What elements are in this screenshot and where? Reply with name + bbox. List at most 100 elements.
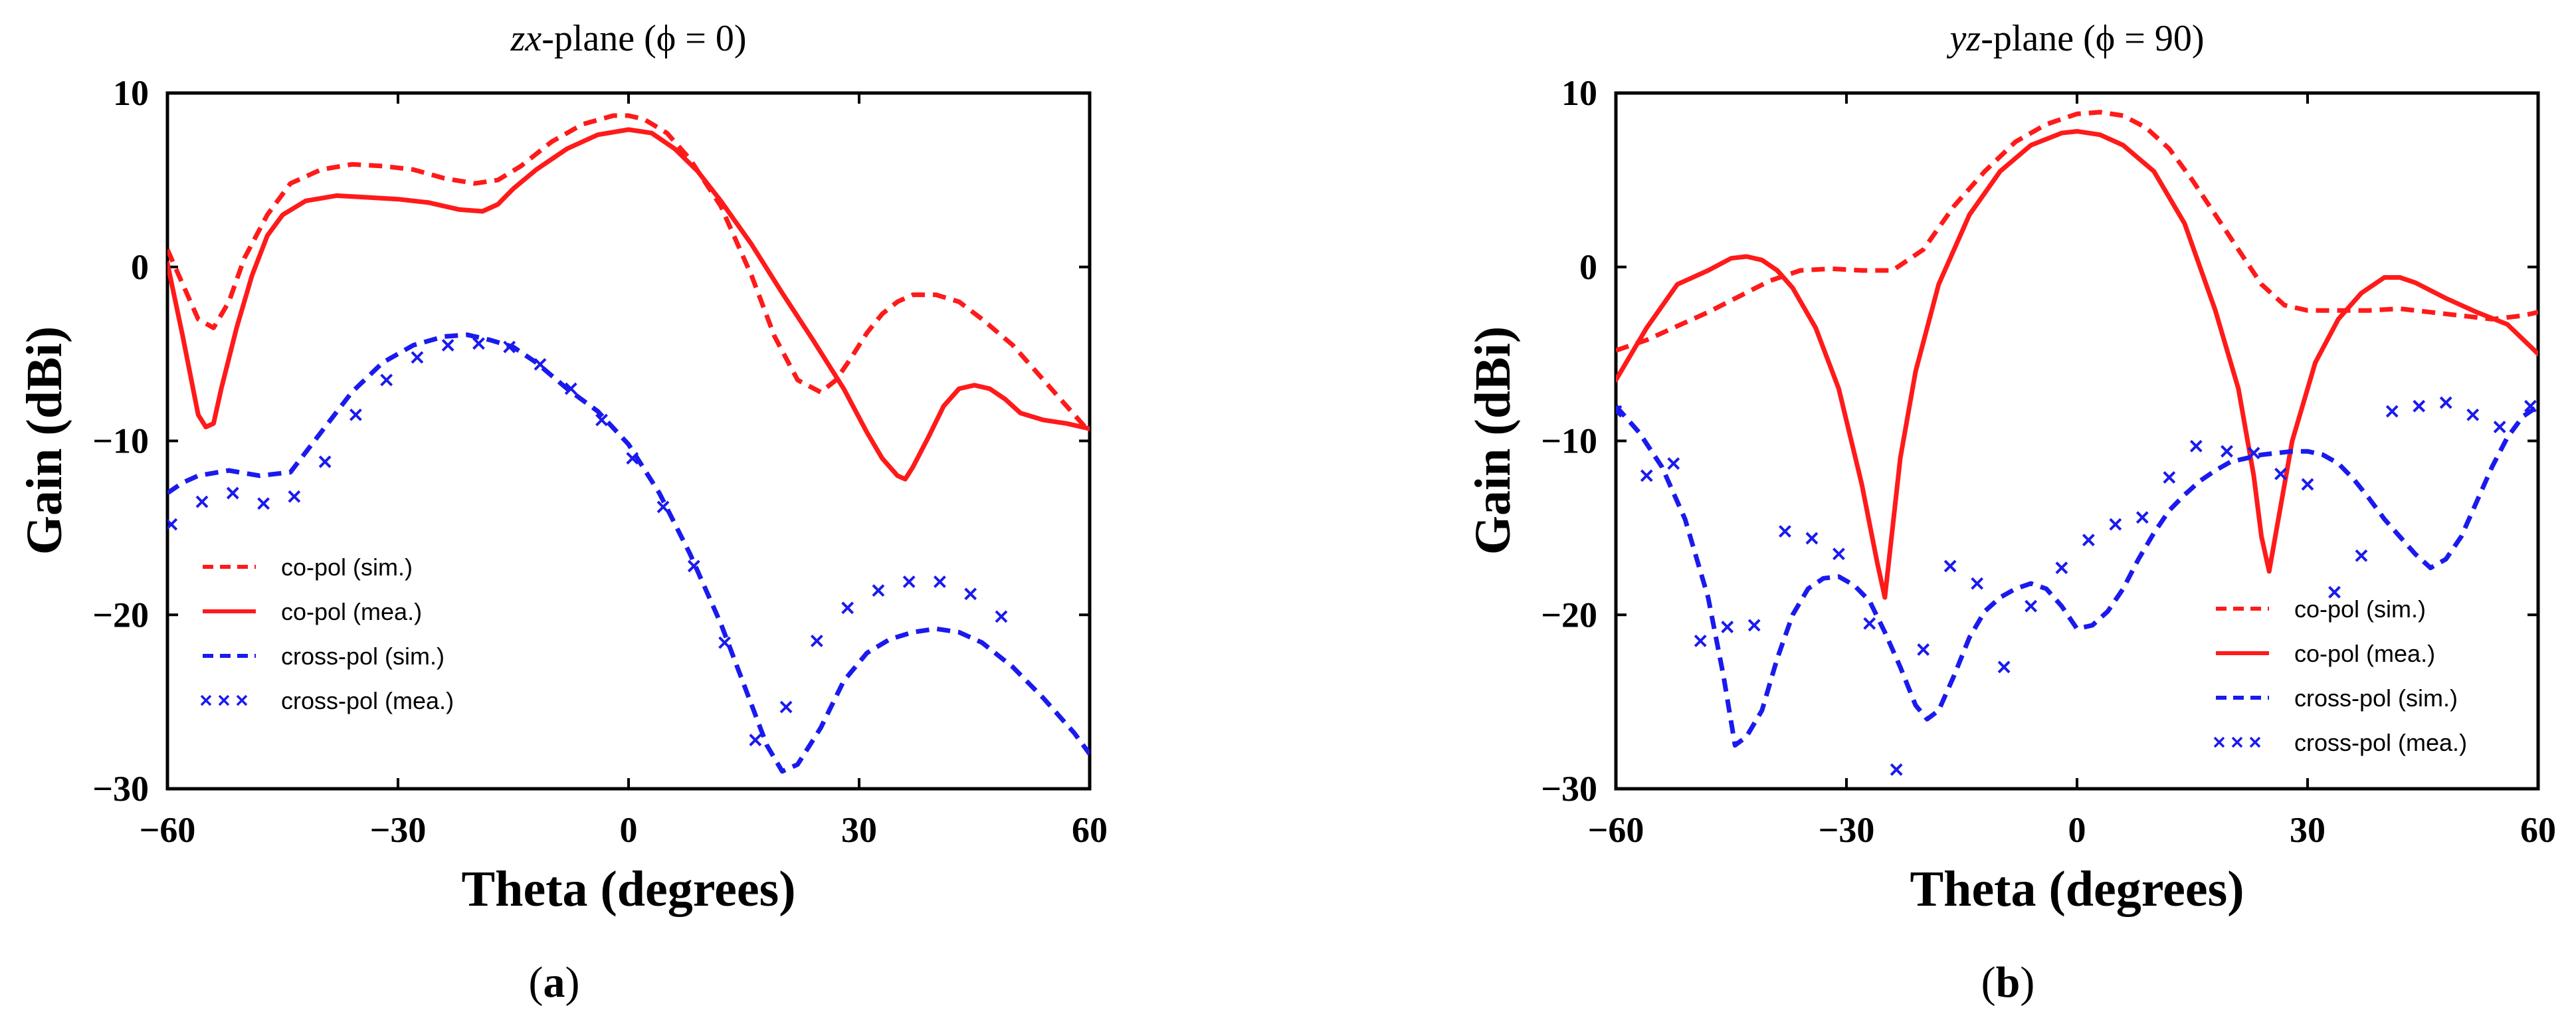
marker-point-cross-pol-mea bbox=[656, 500, 670, 514]
marker-point-cross-pol-mea bbox=[2493, 421, 2506, 433]
marker-point-cross-pol-mea bbox=[1721, 621, 1734, 633]
marker-point-cross-pol-mea bbox=[318, 455, 332, 468]
marker-point-cross-pol-mea bbox=[872, 584, 885, 597]
marker-point-cross-pol-mea bbox=[1694, 635, 1707, 647]
marker-point-cross-pol-mea bbox=[934, 575, 946, 588]
legend-swatch-cross-pol-mea-b bbox=[2249, 736, 2261, 748]
legend-swatch-cross-pol-mea-b bbox=[2231, 736, 2243, 748]
chart-title-a: zx-plane (ϕ = 0) bbox=[510, 18, 747, 59]
marker-point-cross-pol-mea bbox=[2109, 518, 2122, 531]
y-tick-label-a: −20 bbox=[92, 595, 149, 635]
x-tick-label-b: 0 bbox=[2068, 810, 2086, 850]
marker-point-cross-pol-mea bbox=[1616, 405, 1623, 418]
plot-frame-a bbox=[165, 91, 1092, 791]
chart-title-b-italic: yz bbox=[1947, 18, 1981, 59]
legend-label-cross-pol-mea-b: cross-pol (mea.) bbox=[2294, 729, 2467, 756]
marker-point-cross-pol-mea bbox=[2301, 478, 2314, 491]
marker-point-cross-pol-mea bbox=[2135, 511, 2149, 524]
marker-point-cross-pol-mea bbox=[687, 560, 700, 573]
x-tick-label-a: 60 bbox=[1072, 810, 1108, 850]
x-tick-label-b: 30 bbox=[2290, 810, 2326, 850]
y-tick-label-b: −30 bbox=[1541, 769, 1597, 809]
y-axis-label-a: Gain (dBi) bbox=[17, 326, 72, 555]
panel-caption-b: (b) bbox=[1981, 958, 2035, 1007]
axis-ticks-a bbox=[166, 92, 1091, 790]
marker-point-cross-pol-mea bbox=[2328, 585, 2341, 599]
marker-point-cross-pol-mea bbox=[1640, 469, 1653, 482]
series-b bbox=[1616, 110, 2538, 776]
legend-label-cross-pol-sim-a: cross-pol (sim.) bbox=[281, 643, 445, 670]
legend-swatch-cross-pol-mea-b bbox=[2213, 736, 2225, 748]
marker-point-cross-pol-mea bbox=[841, 601, 854, 615]
marker-point-cross-pol-mea bbox=[1863, 617, 1876, 630]
marker-point-cross-pol-mea bbox=[226, 486, 239, 500]
marker-point-cross-pol-mea bbox=[2247, 447, 2260, 460]
marker-point-cross-pol-mea bbox=[2189, 439, 2203, 453]
y-tick-label-b: 10 bbox=[1561, 73, 1597, 113]
legend-label-co-pol-sim-b: co-pol (sim.) bbox=[2294, 595, 2426, 623]
x-tick-label-a: 0 bbox=[620, 810, 638, 850]
y-tick-label-b: −20 bbox=[1541, 595, 1597, 635]
marker-point-cross-pol-mea bbox=[1779, 525, 1791, 538]
series-line-co-pol-sim-a bbox=[167, 113, 1090, 434]
legend-swatch-cross-pol-mea-a bbox=[236, 694, 248, 706]
marker-point-cross-pol-mea bbox=[1805, 532, 1819, 545]
marker-point-cross-pol-mea bbox=[2413, 399, 2426, 413]
marker-point-cross-pol-mea bbox=[626, 452, 639, 465]
marker-point-cross-pol-mea bbox=[749, 734, 762, 747]
marker-point-cross-pol-mea bbox=[2385, 405, 2399, 418]
marker-point-cross-pol-mea bbox=[810, 635, 823, 647]
legend-label-co-pol-mea-b: co-pol (mea.) bbox=[2294, 640, 2435, 667]
series-line-co-pol-mea-a bbox=[167, 127, 1090, 482]
y-tick-label-a: 10 bbox=[113, 73, 149, 113]
marker-point-cross-pol-mea bbox=[195, 495, 209, 508]
chart-title-a-italic: zx bbox=[510, 18, 542, 59]
panel-caption-a: (a) bbox=[529, 958, 580, 1007]
marker-point-cross-pol-mea bbox=[2221, 445, 2233, 458]
marker-point-cross-pol-mea bbox=[288, 490, 301, 503]
x-tick-label-b: 60 bbox=[2520, 810, 2556, 850]
marker-point-cross-pol-mea bbox=[1667, 457, 1680, 470]
marker-point-cross-pol-mea bbox=[2466, 408, 2480, 421]
marker-point-cross-pol-mea bbox=[2082, 534, 2095, 547]
legend-a: co-pol (sim.) co-pol (mea.) cross-pol (sim… bbox=[200, 554, 454, 714]
chart-panel-b: yz-plane (ϕ = 90) −60 −30 0 30 60100−10−20−3… bbox=[1465, 18, 2556, 1007]
y-tick-label-a: 0 bbox=[131, 247, 149, 287]
series-line-co-pol-mea-b bbox=[1616, 129, 2538, 600]
x-tick-label-a: 30 bbox=[841, 810, 877, 850]
marker-point-cross-pol-mea bbox=[995, 610, 1008, 623]
chart-title-b: yz-plane (ϕ = 90) bbox=[1947, 18, 2205, 59]
marker-point-cross-pol-mea bbox=[441, 339, 454, 352]
chart-title-b-rest: -plane (ϕ = 90) bbox=[1981, 18, 2204, 59]
marker-point-cross-pol-mea bbox=[380, 373, 393, 387]
marker-point-cross-pol-mea bbox=[779, 700, 793, 714]
series-cross-pol-mea-b bbox=[1616, 396, 2537, 776]
marker-point-cross-pol-mea bbox=[2163, 471, 2176, 484]
marker-point-cross-pol-mea bbox=[2274, 467, 2287, 480]
marker-point-cross-pol-mea bbox=[564, 382, 577, 395]
series-line-cross-pol-sim-a bbox=[167, 332, 1090, 774]
series-line-co-pol-sim-b bbox=[1616, 110, 2538, 353]
marker-point-cross-pol-mea bbox=[1997, 661, 2011, 674]
marker-point-cross-pol-mea bbox=[1747, 619, 1761, 632]
legend-label-cross-pol-mea-a: cross-pol (mea.) bbox=[281, 687, 454, 714]
panel-caption-a-letter: a bbox=[544, 958, 565, 1007]
marker-point-cross-pol-mea bbox=[167, 518, 178, 531]
marker-point-cross-pol-mea bbox=[902, 575, 916, 588]
x-tick-label-b: −30 bbox=[1819, 810, 1875, 850]
marker-point-cross-pol-mea bbox=[411, 351, 424, 364]
legend-label-co-pol-mea-a: co-pol (mea.) bbox=[281, 598, 422, 625]
y-tick-label-b: −10 bbox=[1541, 421, 1597, 461]
y-tick-label-a: −30 bbox=[92, 769, 149, 809]
axis-ticks-b bbox=[1615, 92, 2539, 790]
legend-label-co-pol-sim-a: co-pol (sim.) bbox=[281, 554, 413, 581]
marker-point-cross-pol-mea bbox=[595, 413, 608, 427]
marker-point-cross-pol-mea bbox=[1971, 577, 1984, 590]
x-tick-label-a: −60 bbox=[140, 810, 196, 850]
y-tick-label-a: −10 bbox=[92, 421, 149, 461]
x-axis-label-a: Theta (degrees) bbox=[461, 861, 795, 917]
